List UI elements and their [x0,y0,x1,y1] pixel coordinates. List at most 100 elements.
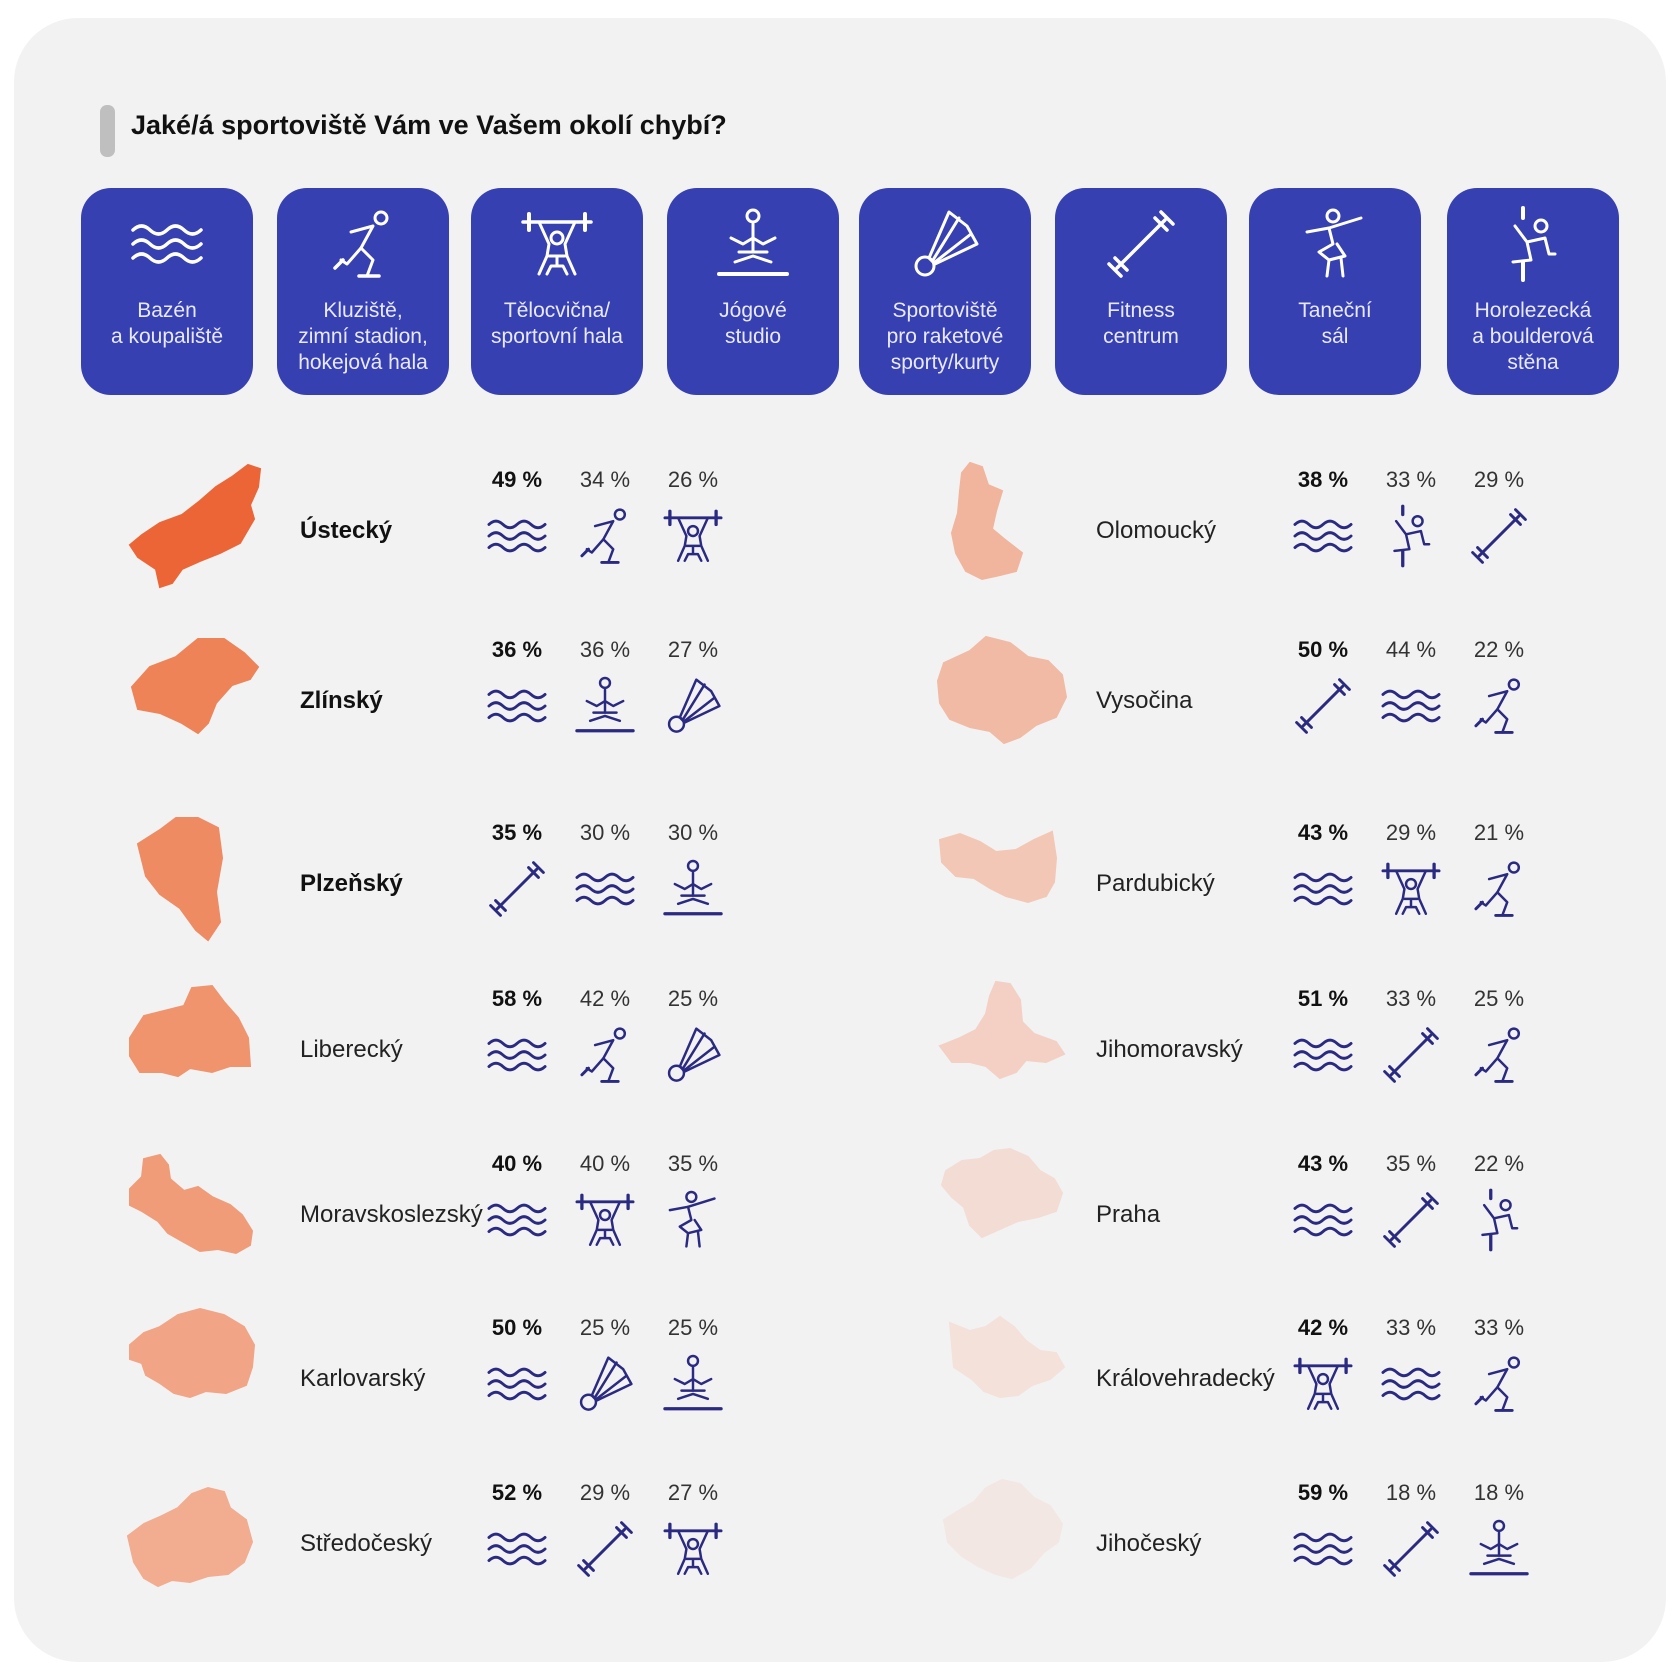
waves-icon [484,1022,550,1088]
percent-label: 25 % [667,986,719,1011]
facility-value: 30 % [650,818,736,922]
waves-icon [1378,1351,1444,1417]
facility-value: 34 % [562,465,648,569]
facility-value: 58 % [474,984,560,1088]
shuttlecock-icon [572,1351,638,1417]
percent-label: 40 % [579,1151,631,1176]
shuttlecock-icon [660,673,726,739]
region-name: Ústecký [300,517,393,544]
region-name: Zlínský [300,687,383,714]
facility-value: 27 % [650,635,736,739]
title-accent-bar [100,105,115,157]
percent-label: 30 % [579,820,631,845]
percent-label: 33 % [1385,1315,1437,1340]
region-row: Jihomoravský 51 % 33 % 25 % [0,980,1680,1134]
region-name: Karlovarský [300,1365,426,1392]
percent-label: 36 % [491,637,543,662]
dumbbell-icon [1466,503,1532,569]
waves-icon [484,1516,550,1582]
yoga-icon [1466,1516,1532,1582]
region-map-shape [120,810,270,960]
facility-value: 43 % [1280,1149,1366,1253]
shuttlecock-icon [905,204,985,284]
facility-value: 36 % [474,635,560,739]
facility-label: Taneční sál [1298,299,1372,348]
percent-label: 40 % [491,1151,543,1176]
percent-label: 35 % [491,820,543,845]
percent-label: 25 % [579,1315,631,1340]
facility-value: 43 % [1280,818,1366,922]
region-name: Královehradecký [1096,1365,1275,1392]
facility-value: 22 % [1456,635,1542,739]
facility-value: 18 % [1368,1478,1454,1582]
facility-value: 18 % [1456,1478,1542,1582]
facility-value: 50 % [474,1313,560,1417]
facility-value: 35 % [650,1149,736,1253]
facility-value: 52 % [474,1478,560,1582]
region-map-shape [930,810,1080,960]
percent-label: 35 % [667,1151,719,1176]
percent-label: 29 % [1473,467,1525,492]
region-map-shape [930,976,1080,1126]
facility-value: 30 % [562,818,648,922]
facility-label: Tělocvična/ sportovní hala [491,299,623,348]
facility-value: 51 % [1280,984,1366,1088]
climber-icon [1493,204,1573,284]
facility-label: Fitness centrum [1103,299,1179,348]
dancer-icon [1295,204,1375,284]
facility-value: 50 % [1280,635,1366,739]
skater-icon [572,503,638,569]
region-map-shape [120,1141,270,1291]
facility-value: 25 % [562,1313,648,1417]
facility-value: 22 % [1456,1149,1542,1253]
yoga-icon [660,1351,726,1417]
facility-value: 29 % [1368,818,1454,922]
waves-icon [1290,856,1356,922]
facility-value: 25 % [650,1313,736,1417]
facility-value: 49 % [474,465,560,569]
waves-icon [484,503,550,569]
skater-icon [1466,1022,1532,1088]
region-row: Praha 43 % 35 % 22 % [0,1147,1680,1299]
waves-icon [1290,1022,1356,1088]
page-title: Jaké/á sportoviště Vám ve Vašem okolí ch… [131,110,727,140]
facility-value: 44 % [1368,635,1454,739]
percent-label: 29 % [579,1480,631,1505]
region-row: Zlínský 36 % 36 % 27 % [0,635,1680,785]
weightlifter-icon [660,1516,726,1582]
facility-value: 36 % [562,635,648,739]
region-row: Středočeský 52 % 29 % 27 % [0,1478,1680,1628]
facility-tile-raketove: Sportoviště pro raketové sporty/kurty [859,188,1031,395]
region-name: Moravskoslezský [300,1201,483,1228]
percent-label: 52 % [491,1480,543,1505]
facility-tile-kluziste: Kluziště, zimní stadion, hokejová hala [277,188,449,395]
region-map-shape [930,457,1080,607]
region-name: Vysočina [1096,687,1193,714]
facility-tile-fitness: Fitness centrum [1055,188,1227,395]
waves-icon [484,1187,550,1253]
facility-value: 40 % [474,1149,560,1253]
percent-label: 50 % [491,1315,543,1340]
facility-value: 29 % [562,1478,648,1582]
percent-label: 43 % [1297,820,1349,845]
region-name: Olomoucký [1096,517,1217,544]
facility-value: 35 % [474,818,560,922]
region-map-shape [930,1141,1080,1291]
dumbbell-icon [1378,1022,1444,1088]
region-map-shape [120,627,270,777]
percent-label: 34 % [579,467,631,492]
percent-label: 36 % [579,637,631,662]
percent-label: 35 % [1385,1151,1437,1176]
percent-label: 30 % [667,820,719,845]
waves-icon [127,204,207,284]
percent-label: 22 % [1473,637,1525,662]
region-row: Královehradecký 42 % 33 % 33 % [0,1313,1680,1463]
dumbbell-icon [1101,204,1181,284]
weightlifter-icon [660,503,726,569]
facility-label: Sportoviště pro raketové sporty/kurty [886,299,1004,374]
facility-tile-tanecni: Taneční sál [1249,188,1421,395]
region-row: Olomoucký 38 % 33 % 29 % [0,461,1680,615]
percent-label: 33 % [1385,467,1437,492]
percent-label: 59 % [1297,1480,1349,1505]
dancer-icon [660,1187,726,1253]
